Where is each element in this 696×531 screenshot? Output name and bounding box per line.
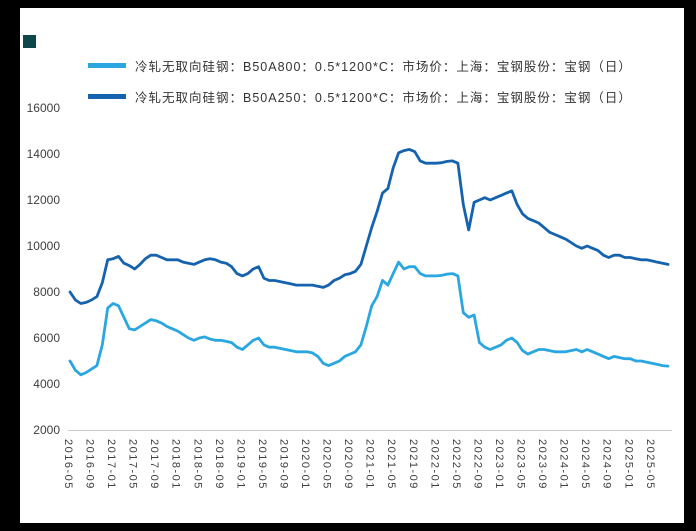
- x-tick-label: 2022-01: [428, 439, 441, 490]
- series-line-1: [68, 147, 670, 305]
- y-tick-label: 16000: [26, 101, 60, 115]
- x-tick-label: 2019-05: [255, 439, 268, 490]
- chart-legend: 冷轧无取向硅钢：B50A800：0.5*1200*C：市场价：上海：宝钢股份：宝…: [88, 56, 632, 106]
- x-tick-label: 2020-01: [299, 439, 312, 490]
- x-tick-label: 2024-05: [579, 439, 592, 490]
- x-tick-label: 2017-01: [105, 439, 118, 490]
- x-tick-label: 2022-09: [471, 439, 484, 490]
- x-tick-label: 2024-09: [600, 439, 613, 490]
- x-tick-label: 2023-09: [536, 439, 549, 490]
- legend-item-b50a250: 冷轧无取向硅钢：B50A250：0.5*1200*C：市场价：上海：宝钢股份：宝…: [88, 87, 632, 106]
- legend-item-b50a800: 冷轧无取向硅钢：B50A800：0.5*1200*C：市场价：上海：宝钢股份：宝…: [88, 56, 632, 75]
- chart-canvas: [68, 147, 672, 431]
- legend-swatch-dark-blue: [88, 94, 126, 99]
- x-tick-label: 2020-09: [342, 439, 355, 490]
- line-chart: 2000 4000 6000 8000 10000 12000 14000 16000 2016…: [20, 8, 684, 523]
- x-tick-label: 2017-05: [126, 439, 139, 490]
- y-tick-label: 2000: [33, 423, 60, 437]
- x-tick-label: 2021-09: [406, 439, 419, 490]
- legend-label-b50a250: 冷轧无取向硅钢：B50A250：0.5*1200*C：市场价：上海：宝钢股份：宝…: [135, 91, 632, 105]
- x-tick-label: 2016-05: [62, 439, 74, 490]
- x-tick-label: 2023-05: [514, 439, 527, 490]
- series-line-0: [68, 260, 670, 377]
- x-tick-label: 2017-09: [148, 439, 161, 490]
- x-tick-label: 2018-05: [191, 439, 204, 490]
- x-tick-label: 2025-01: [622, 439, 635, 490]
- y-tick-label: 6000: [33, 331, 60, 345]
- x-tick-label: 2016-09: [83, 439, 96, 490]
- x-tick-label: 2018-01: [169, 439, 182, 490]
- legend-label-b50a800: 冷轧无取向硅钢：B50A800：0.5*1200*C：市场价：上海：宝钢股份：宝…: [135, 60, 632, 74]
- y-tick-label: 8000: [33, 285, 60, 299]
- x-tick-label: 2020-05: [320, 439, 333, 490]
- x-tick-label: 2025-05: [643, 439, 656, 490]
- x-tick-label: 2019-09: [277, 439, 290, 490]
- y-tick-label: 10000: [26, 239, 60, 253]
- x-tick-label: 2021-01: [363, 439, 376, 490]
- x-tick-label: 2024-01: [557, 439, 570, 490]
- x-tick-label: 2023-01: [492, 439, 505, 490]
- corner-square: [23, 35, 36, 48]
- x-tick-label: 2021-05: [385, 439, 398, 490]
- chart-panel: 冷轧无取向硅钢：B50A800：0.5*1200*C：市场价：上海：宝钢股份：宝…: [20, 8, 684, 523]
- y-tick-label: 12000: [26, 193, 60, 207]
- x-tick-label: 2019-01: [234, 439, 247, 490]
- x-tick-label: 2018-09: [212, 439, 225, 490]
- y-tick-label: 4000: [33, 377, 60, 391]
- y-tick-label: 14000: [26, 147, 60, 161]
- legend-swatch-light-blue: [88, 63, 126, 68]
- x-tick-label: 2022-05: [449, 439, 462, 490]
